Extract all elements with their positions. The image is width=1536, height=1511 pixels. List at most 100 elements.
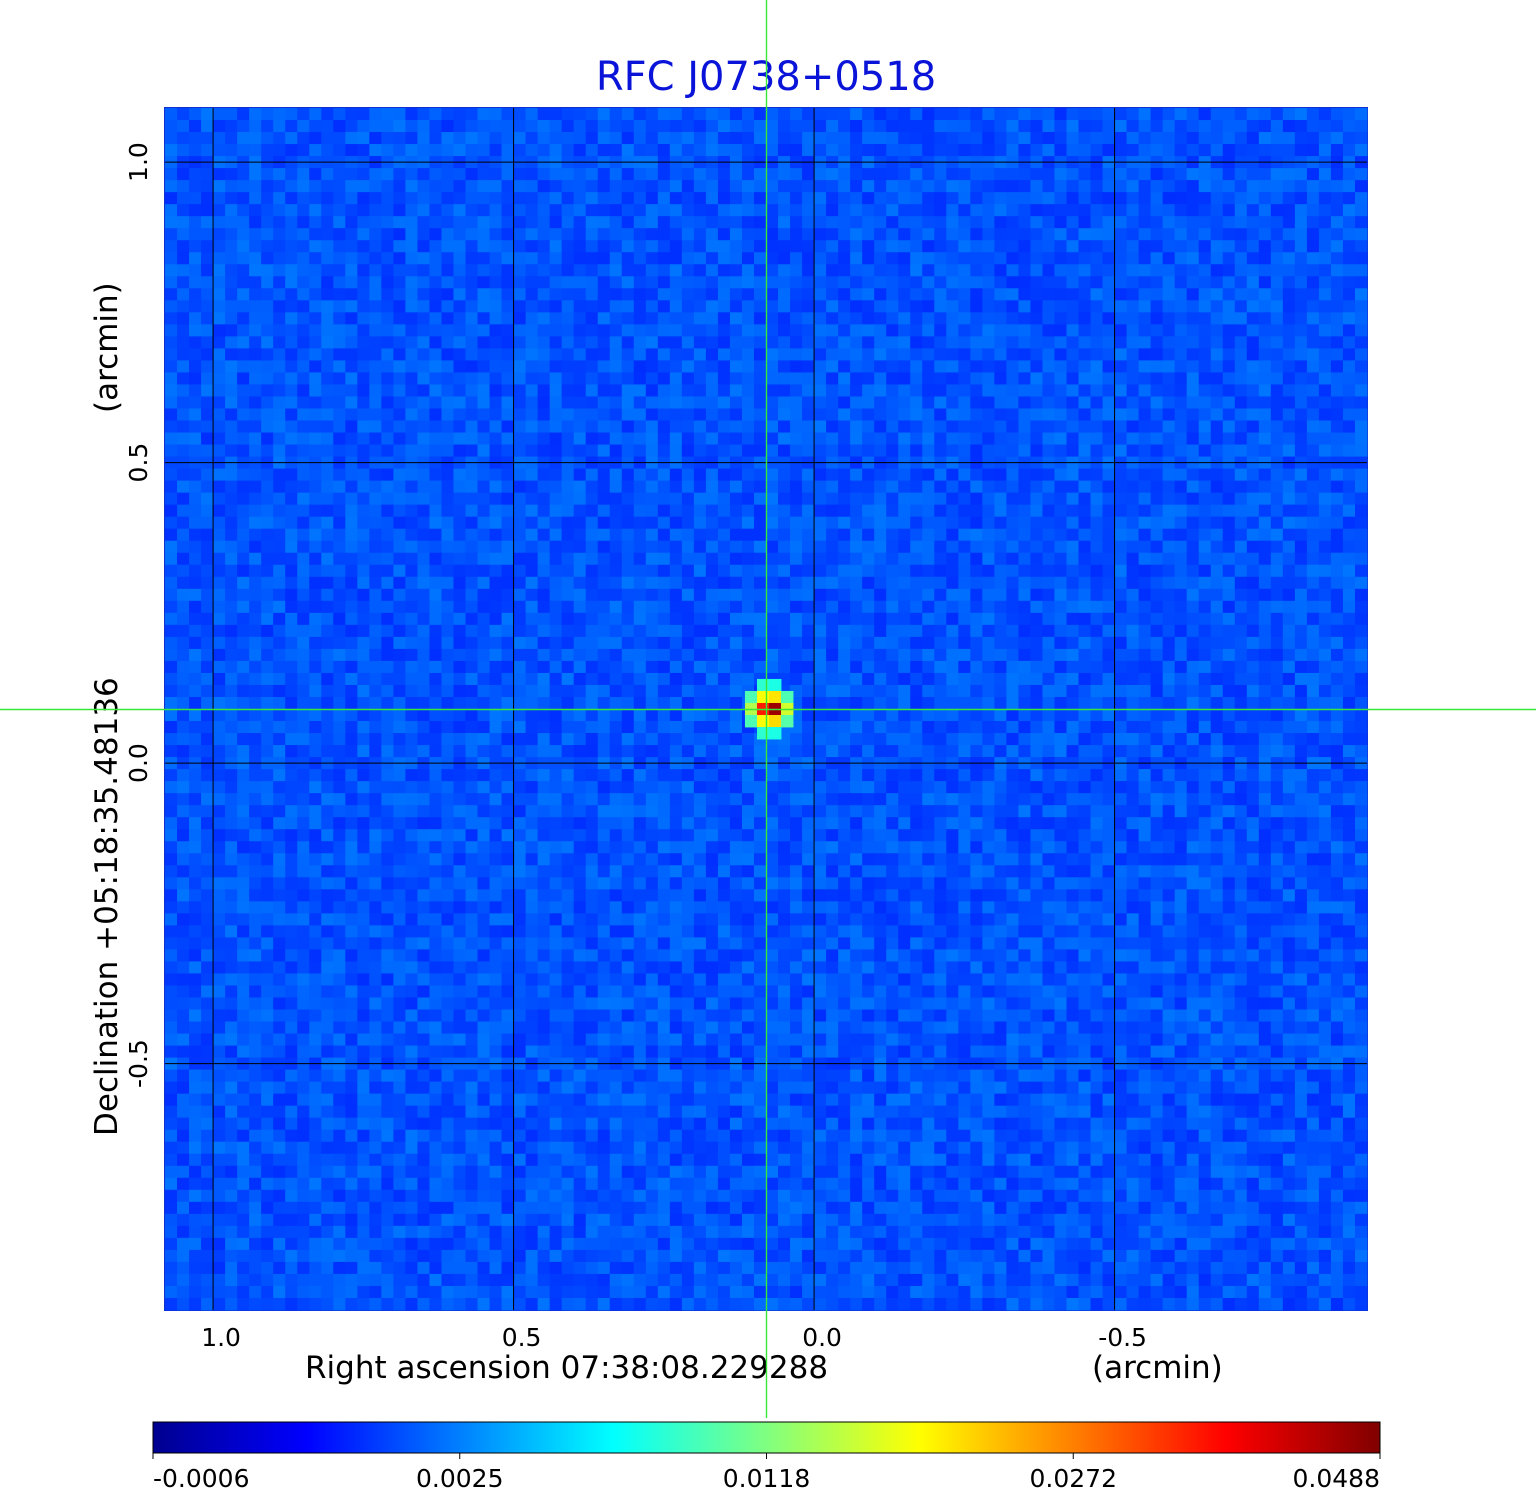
image-pixel	[609, 300, 623, 313]
image-pixel	[309, 348, 322, 361]
image-pixel	[573, 540, 587, 554]
image-pixel	[729, 192, 743, 205]
image-pixel	[681, 216, 695, 229]
image-pixel	[453, 564, 466, 578]
image-pixel	[1042, 504, 1055, 518]
image-pixel	[1198, 492, 1212, 506]
image-pixel	[261, 144, 274, 157]
image-pixel	[1018, 564, 1031, 578]
image-pixel	[537, 684, 551, 698]
image-pixel	[489, 672, 502, 686]
image-pixel	[1186, 600, 1200, 614]
image-pixel	[525, 516, 539, 530]
image-pixel	[1102, 360, 1115, 373]
image-pixel	[729, 216, 743, 229]
image-pixel	[910, 168, 923, 181]
image-pixel	[189, 444, 202, 457]
image-pixel	[1078, 336, 1091, 349]
image-pixel	[501, 300, 514, 313]
image-pixel	[381, 516, 394, 530]
image-pixel	[1354, 120, 1368, 133]
image-pixel	[717, 276, 731, 289]
image-pixel	[982, 684, 995, 698]
image-pixel	[1054, 612, 1067, 626]
image-pixel	[345, 192, 358, 205]
image-pixel	[946, 636, 959, 650]
image-pixel	[970, 648, 983, 662]
image-pixel	[573, 276, 587, 289]
image-pixel	[1114, 360, 1127, 373]
image-pixel	[934, 336, 947, 349]
image-pixel	[1066, 348, 1079, 361]
image-pixel	[621, 420, 635, 433]
image-pixel	[850, 480, 863, 494]
image-pixel	[970, 336, 983, 349]
image-pixel	[1054, 276, 1067, 289]
image-pixel	[645, 300, 659, 313]
image-pixel	[741, 144, 755, 157]
image-pixel	[910, 132, 923, 145]
image-pixel	[1186, 312, 1200, 325]
image-pixel	[1066, 168, 1079, 181]
image-pixel	[898, 384, 911, 397]
image-pixel	[381, 288, 394, 301]
image-pixel	[766, 384, 779, 397]
image-pixel	[561, 420, 575, 433]
image-pixel	[393, 360, 406, 373]
image-pixel	[1354, 384, 1368, 397]
image-pixel	[922, 120, 935, 133]
image-pixel	[201, 588, 214, 602]
image-pixel	[1150, 672, 1164, 686]
image-pixel	[1258, 528, 1272, 542]
image-pixel	[261, 576, 274, 590]
image-pixel	[1042, 252, 1055, 265]
image-pixel	[549, 540, 563, 554]
image-pixel	[1186, 132, 1200, 145]
image-pixel	[249, 204, 262, 217]
image-pixel	[681, 336, 695, 349]
image-pixel	[826, 540, 839, 554]
image-pixel	[693, 468, 707, 482]
image-pixel	[429, 252, 442, 265]
image-pixel	[297, 348, 310, 361]
image-pixel	[1186, 624, 1200, 638]
image-pixel	[513, 552, 526, 566]
image-pixel	[429, 300, 442, 313]
image-pixel	[970, 108, 983, 121]
image-pixel	[814, 480, 827, 494]
image-pixel	[585, 252, 599, 265]
image-pixel	[213, 264, 226, 277]
image-pixel	[1306, 396, 1320, 409]
image-pixel	[766, 252, 779, 265]
image-pixel	[778, 300, 791, 313]
image-pixel	[525, 468, 539, 482]
image-pixel	[1114, 564, 1127, 578]
image-pixel	[994, 132, 1007, 145]
image-pixel	[1198, 432, 1212, 445]
image-pixel	[970, 432, 983, 445]
image-pixel	[1282, 204, 1296, 217]
image-pixel	[1006, 492, 1019, 506]
image-pixel	[802, 240, 815, 253]
image-pixel	[1354, 324, 1368, 337]
image-pixel	[958, 432, 971, 445]
image-pixel	[790, 372, 803, 385]
image-pixel	[405, 312, 418, 325]
image-pixel	[213, 480, 226, 494]
image-pixel	[573, 660, 587, 674]
image-pixel	[1126, 180, 1140, 193]
image-pixel	[1030, 192, 1043, 205]
image-pixel	[657, 480, 671, 494]
image-pixel	[1162, 396, 1176, 409]
image-pixel	[1126, 144, 1140, 157]
image-pixel	[633, 648, 647, 662]
image-pixel	[681, 120, 695, 133]
image-pixel	[309, 648, 322, 662]
image-pixel	[994, 516, 1007, 530]
image-pixel	[681, 312, 695, 325]
image-pixel	[994, 552, 1007, 566]
image-pixel	[501, 276, 514, 289]
image-pixel	[1150, 444, 1164, 457]
image-pixel	[237, 696, 250, 710]
image-pixel	[1090, 612, 1103, 626]
